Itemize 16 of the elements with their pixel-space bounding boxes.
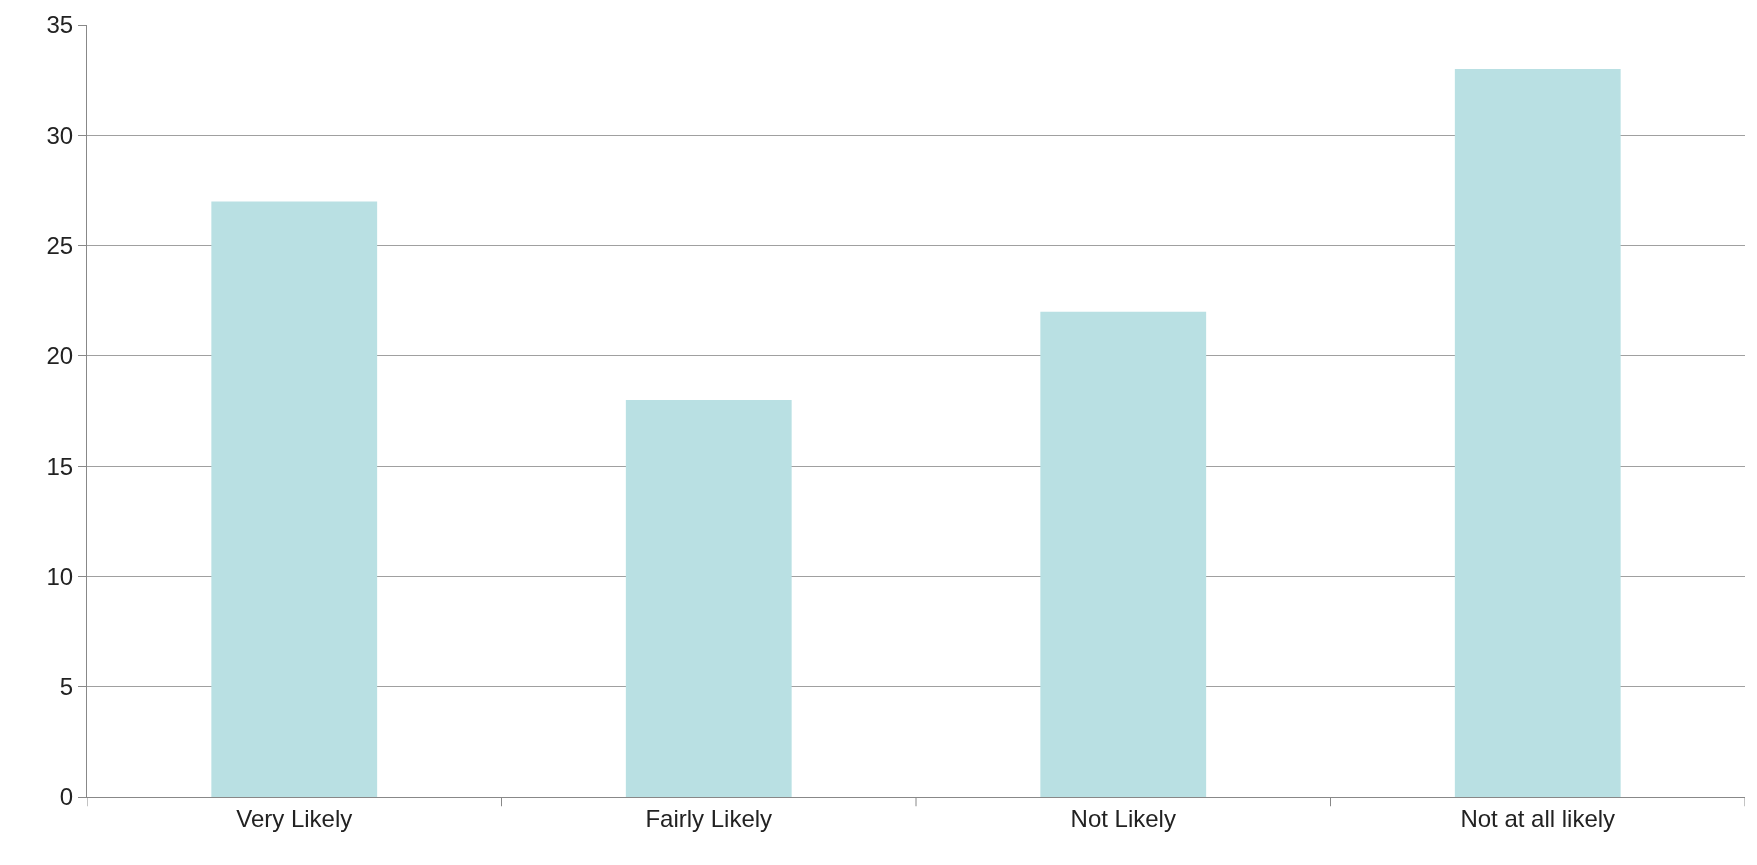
y-tick-label: 35 — [46, 11, 74, 39]
y-tick-label: 15 — [46, 452, 74, 480]
y-tick-label: 20 — [46, 342, 74, 370]
x-tick-label: Not Likely — [1070, 804, 1176, 832]
y-tick-label: 5 — [59, 673, 74, 701]
x-tick-label: Very Likely — [236, 804, 353, 832]
bar — [1454, 69, 1621, 797]
y-tick-label: 30 — [46, 121, 74, 149]
bar — [211, 201, 378, 797]
y-tick-label: 0 — [59, 783, 74, 811]
x-tick-label: Fairly Likely — [645, 804, 773, 832]
x-tick-label: Not at all likely — [1460, 804, 1616, 832]
bar — [1040, 311, 1207, 797]
bar — [625, 399, 792, 797]
y-tick-label: 10 — [46, 562, 74, 590]
y-tick-label: 25 — [46, 231, 74, 259]
